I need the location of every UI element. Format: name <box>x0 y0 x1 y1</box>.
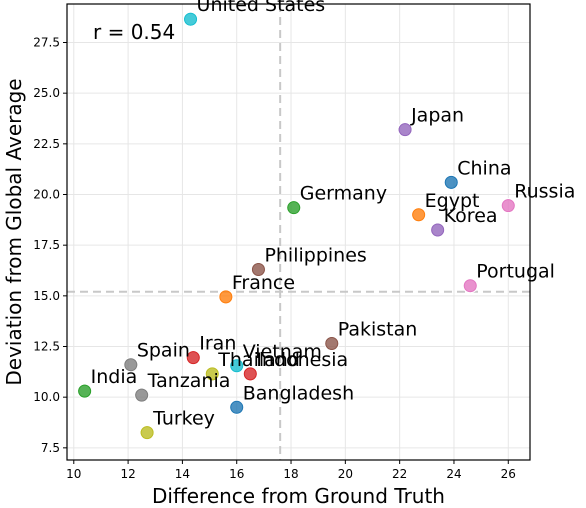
point-label: Bangladesh <box>243 382 354 404</box>
data-point-ring <box>243 367 257 381</box>
data-points <box>77 11 516 441</box>
point-label: Portugal <box>476 261 555 283</box>
x-tick-label: 26 <box>501 467 516 481</box>
x-tick-label: 14 <box>175 467 190 481</box>
data-point <box>411 207 427 223</box>
y-tick-label: 12.5 <box>33 340 60 354</box>
x-tick-label: 22 <box>392 467 407 481</box>
y-tick-label: 15.0 <box>33 289 60 303</box>
point-label: Indonesia <box>256 349 348 371</box>
data-point-ring <box>186 351 200 365</box>
point-label: Egypt <box>425 190 480 212</box>
data-point-ring <box>287 201 301 215</box>
x-axis-title: Difference from Ground Truth <box>152 484 445 508</box>
point-label: Pakistan <box>338 318 418 340</box>
point-label: Iran <box>199 333 236 355</box>
point-label: Vietnam <box>243 341 322 363</box>
data-point <box>443 174 459 190</box>
y-axis-title: Deviation from Global Average <box>2 78 26 385</box>
data-point-ring <box>135 388 149 402</box>
data-point-ring <box>78 384 92 398</box>
y-tick-label: 17.5 <box>33 238 60 252</box>
data-point-ring <box>140 426 154 440</box>
data-point <box>123 357 139 373</box>
plot-frame <box>66 3 531 461</box>
point-label: China <box>457 157 511 179</box>
axis-ticks: 10 12 14 16 18 20 22 24 26 7.5 10.0 12.5 15.0 17.5 20.… <box>33 36 516 481</box>
data-point-ring <box>398 123 412 137</box>
data-point-ring <box>325 336 339 350</box>
point-label: Korea <box>444 205 498 227</box>
y-tick-label: 22.5 <box>33 137 60 151</box>
data-point <box>229 399 245 415</box>
point-labels: United States Japan China Germany Egypt Russi… <box>91 0 576 430</box>
point-label: Tanzania <box>147 370 231 392</box>
point-label: Japan <box>410 105 464 127</box>
point-label: Russia <box>514 181 575 203</box>
point-label: Turkey <box>152 408 215 430</box>
x-tick-label: 20 <box>338 467 353 481</box>
data-point <box>134 387 150 403</box>
data-point-ring <box>205 367 219 381</box>
data-point <box>77 383 93 399</box>
point-label: France <box>232 272 295 294</box>
point-label: United States <box>197 0 326 16</box>
y-tick-label: 25.0 <box>33 86 60 100</box>
y-tick-label: 20.0 <box>33 188 60 202</box>
point-label: Spain <box>137 340 190 362</box>
data-point <box>324 335 340 352</box>
point-label: Thailand <box>217 349 300 371</box>
x-tick-label: 24 <box>446 467 461 481</box>
x-tick-label: 18 <box>283 467 298 481</box>
data-point <box>218 289 234 305</box>
y-tick-label: 10.0 <box>33 390 60 404</box>
data-point <box>250 261 267 278</box>
data-point <box>139 424 155 441</box>
data-point <box>430 222 446 238</box>
data-point-ring <box>219 290 233 304</box>
y-tick-label: 7.5 <box>41 441 60 455</box>
data-point <box>397 122 413 138</box>
data-point-ring <box>463 279 477 293</box>
data-point <box>182 11 199 27</box>
data-point <box>185 350 201 366</box>
data-point-ring <box>230 400 244 414</box>
point-label: Germany <box>300 183 387 205</box>
data-point-ring <box>124 358 138 372</box>
data-point-ring <box>251 262 265 276</box>
data-point <box>286 200 302 216</box>
data-point-ring <box>444 175 458 189</box>
data-point-ring <box>230 359 244 373</box>
data-point <box>242 366 258 382</box>
correlation-annotation: r = 0.54 <box>93 20 175 44</box>
data-point <box>229 358 245 374</box>
data-point <box>462 278 478 294</box>
x-tick-label: 12 <box>120 467 135 481</box>
data-point <box>204 366 220 382</box>
y-tick-label: 27.5 <box>33 36 60 50</box>
point-label: Philippines <box>264 244 366 266</box>
data-point-ring <box>431 223 445 237</box>
point-label: India <box>91 366 138 388</box>
mean-reference-lines <box>67 4 530 460</box>
x-tick-label: 10 <box>66 467 81 481</box>
data-point-ring <box>184 12 198 26</box>
data-point-ring <box>412 208 426 222</box>
data-point-ring <box>501 199 515 213</box>
x-tick-label: 16 <box>229 467 244 481</box>
data-point <box>500 198 516 214</box>
